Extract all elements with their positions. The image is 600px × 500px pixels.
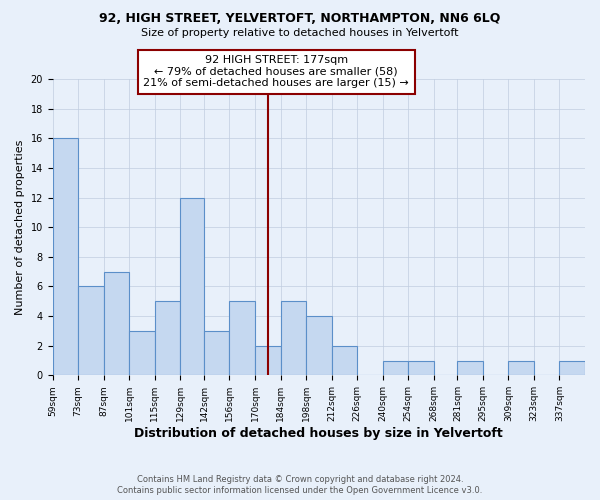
Y-axis label: Number of detached properties: Number of detached properties — [15, 140, 25, 315]
Bar — [155, 302, 180, 376]
Bar — [306, 316, 332, 376]
Bar — [129, 331, 155, 376]
Bar — [559, 360, 585, 376]
Bar — [255, 346, 281, 376]
Text: Size of property relative to detached houses in Yelvertoft: Size of property relative to detached ho… — [141, 28, 459, 38]
X-axis label: Distribution of detached houses by size in Yelvertoft: Distribution of detached houses by size … — [134, 427, 503, 440]
Text: 92, HIGH STREET, YELVERTOFT, NORTHAMPTON, NN6 6LQ: 92, HIGH STREET, YELVERTOFT, NORTHAMPTON… — [100, 12, 500, 26]
Bar — [383, 360, 408, 376]
Bar — [508, 360, 534, 376]
Bar — [457, 360, 483, 376]
Bar — [204, 331, 229, 376]
Bar — [408, 360, 434, 376]
Bar — [332, 346, 357, 376]
Text: Contains public sector information licensed under the Open Government Licence v3: Contains public sector information licen… — [118, 486, 482, 495]
Text: Contains HM Land Registry data © Crown copyright and database right 2024.: Contains HM Land Registry data © Crown c… — [137, 475, 463, 484]
Bar — [281, 302, 306, 376]
Bar — [53, 138, 78, 376]
Bar — [180, 198, 204, 376]
Text: 92 HIGH STREET: 177sqm
← 79% of detached houses are smaller (58)
21% of semi-det: 92 HIGH STREET: 177sqm ← 79% of detached… — [143, 56, 409, 88]
Bar — [229, 302, 255, 376]
Bar — [78, 286, 104, 376]
Bar — [104, 272, 129, 376]
